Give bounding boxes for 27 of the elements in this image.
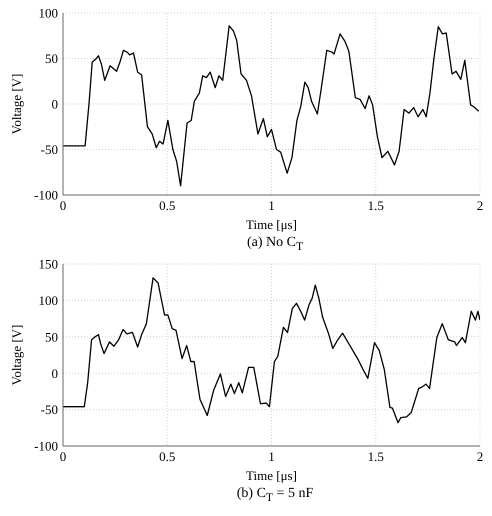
- line-series: [63, 25, 480, 187]
- text: (a) No C$_{T}$: [246, 235, 304, 253]
- y-axis-title: Voltage [V]: [9, 324, 24, 386]
- y-tick-label: 50: [45, 51, 58, 66]
- y-tick-label: -100: [34, 188, 58, 203]
- x-tick-label: 0.5: [159, 198, 176, 214]
- x-tick-label: 2: [476, 449, 484, 464]
- y-tick-label: 0: [52, 96, 58, 112]
- y-tick-label: 0: [52, 366, 58, 381]
- y-tick-label: -50: [40, 402, 58, 418]
- x-tick-label: 2: [476, 198, 484, 214]
- y-tick-label: 100: [38, 6, 58, 21]
- line-series: [63, 276, 480, 424]
- x-axis-title: Time [μs]: [246, 217, 297, 232]
- x-tick-label: 1.5: [368, 198, 384, 214]
- x-tick-label: 1: [268, 198, 275, 214]
- y-tick-label: -50: [40, 142, 58, 158]
- y-tick-label: -100: [34, 438, 58, 454]
- x-axis-title: Time [μs]: [246, 468, 297, 483]
- x-tick-label: 0.5: [159, 449, 176, 464]
- x-tick-label: 1: [268, 449, 275, 464]
- y-axis-title: Voltage [V]: [9, 74, 24, 134]
- x-tick-label: 1.5: [368, 449, 384, 464]
- y-tick-label: 150: [38, 256, 58, 272]
- text: (b) C$_{T}$ = 5 nF: [236, 486, 314, 504]
- y-tick-label: 100: [38, 292, 58, 308]
- y-tick-label: 50: [45, 329, 58, 344]
